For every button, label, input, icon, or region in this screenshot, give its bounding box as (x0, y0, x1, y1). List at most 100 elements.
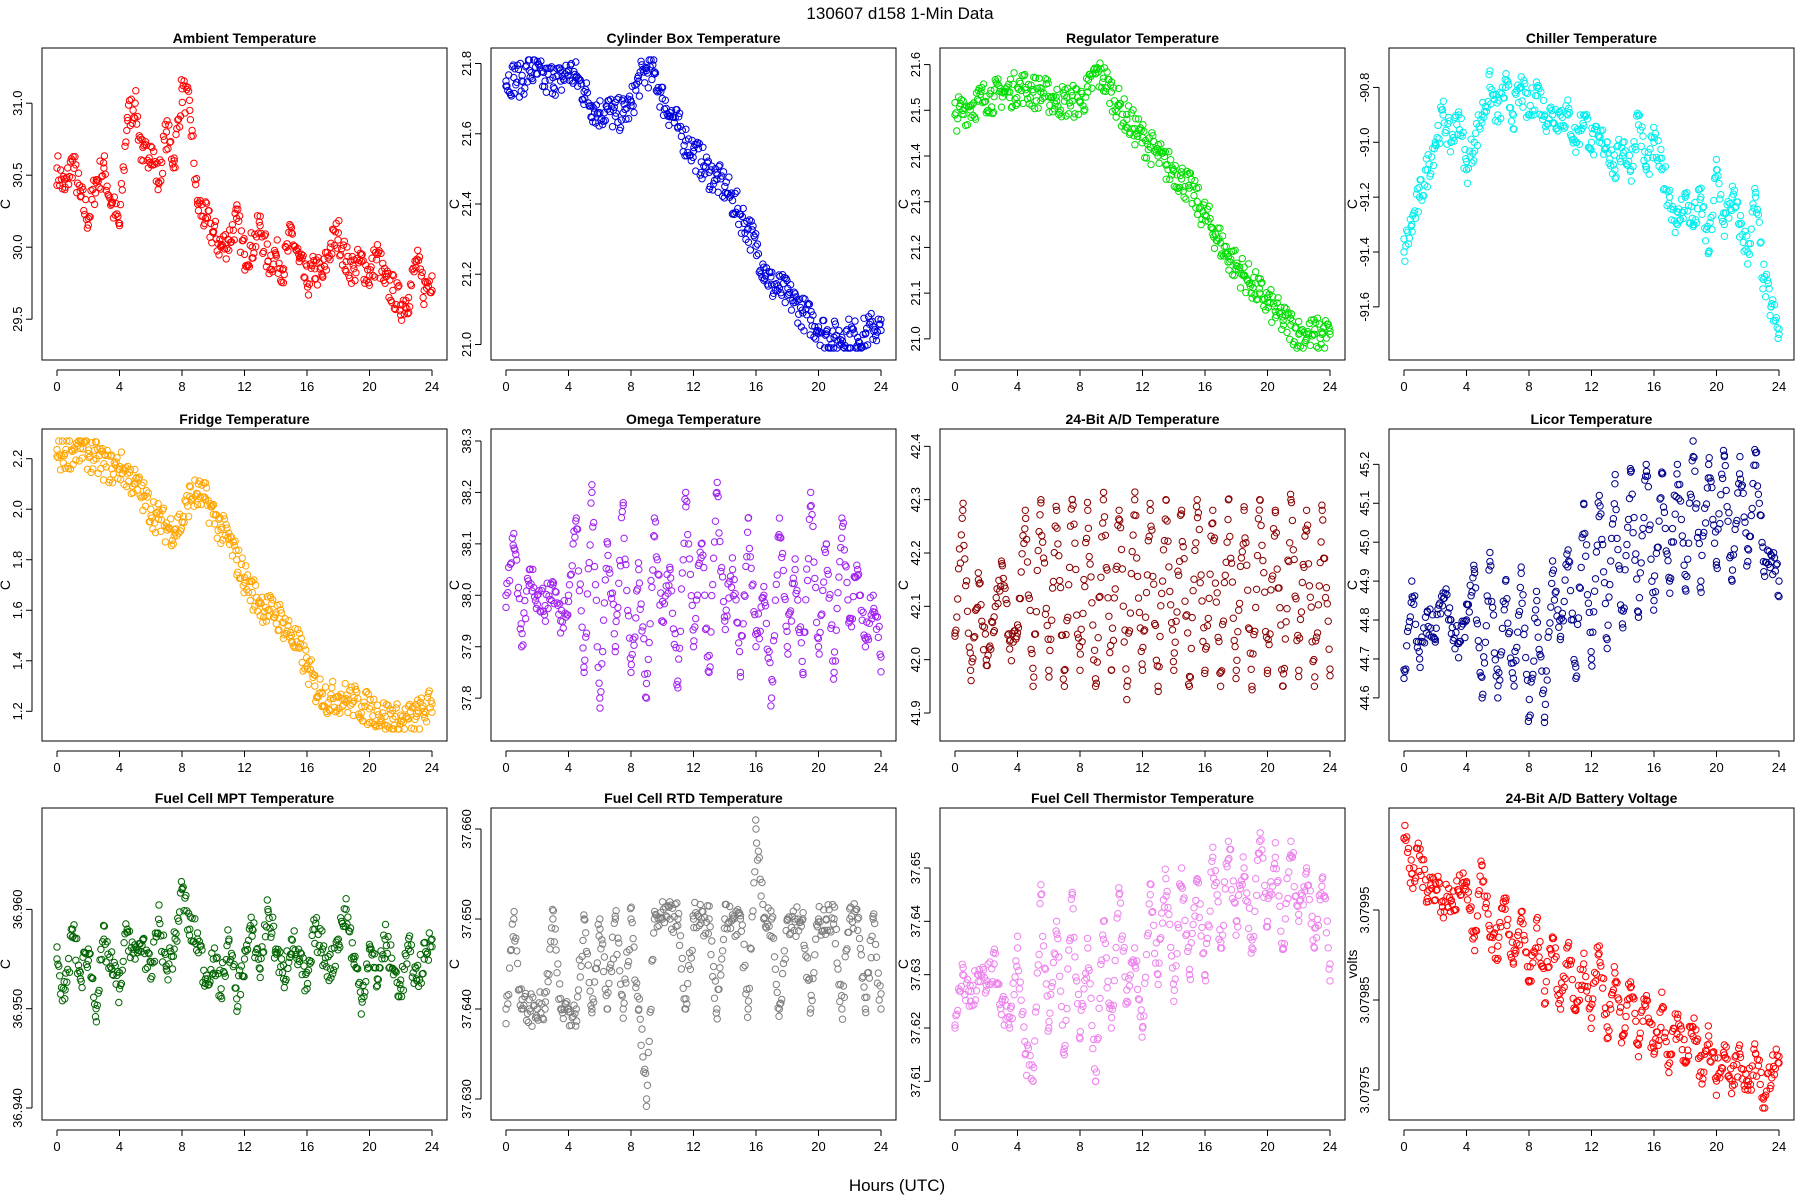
data-point-fill (644, 655, 652, 664)
y-tick-label: 41.9 (908, 700, 923, 725)
data-point-fill (621, 105, 629, 114)
data-point-fill (567, 60, 575, 68)
data-point-fill (1692, 504, 1700, 512)
data-point-fill (1705, 247, 1713, 255)
data-point-fill (642, 64, 651, 73)
data-point (502, 1005, 510, 1013)
data-point-fill (1029, 664, 1037, 672)
data-point-fill (701, 591, 709, 599)
data-point-fill (789, 299, 797, 307)
data-point-fill (101, 170, 110, 178)
data-point-fill (1773, 560, 1781, 568)
data-point-fill (303, 979, 312, 988)
data-point-fill (307, 656, 315, 664)
data-point-fill (1026, 93, 1034, 102)
data-point-fill (615, 579, 623, 587)
data-point-fill (1586, 144, 1594, 153)
data-point-fill (1624, 161, 1632, 169)
data-point-fill (299, 251, 307, 260)
data-point-fill (1224, 515, 1232, 524)
data-point-fill (364, 963, 373, 971)
data-point-fill (1274, 294, 1282, 302)
data-point-fill (1720, 451, 1729, 459)
data-point-fill (1255, 285, 1264, 293)
data-point-fill (1039, 89, 1048, 97)
data-point-fill (1701, 519, 1710, 527)
data-point-fill (1244, 624, 1253, 632)
data-point-fill (990, 627, 999, 635)
data-point-fill (236, 990, 245, 999)
x-tick-label: 20 (1709, 760, 1723, 775)
data-point-fill (569, 540, 577, 548)
data-point-fill (408, 266, 416, 274)
data-point-fill (620, 534, 628, 542)
data-point-fill (1259, 556, 1267, 565)
data-point (1045, 666, 1053, 674)
data-point-fill (721, 625, 729, 634)
data-point-fill (1192, 539, 1200, 547)
data-point-fill (1585, 144, 1594, 152)
data-point-fill (1705, 454, 1713, 462)
data-point-fill (981, 97, 990, 106)
data-point (248, 588, 257, 597)
data-point-fill (185, 96, 194, 105)
data-point-fill (1535, 645, 1543, 654)
data-point-fill (249, 254, 257, 262)
x-axis: 0 4 8 12 16 20 24 (951, 369, 1337, 394)
data-point-fill (348, 939, 356, 947)
data-point-fill (245, 925, 254, 933)
data-point-fill (1497, 651, 1505, 659)
data-point-fill (185, 482, 194, 490)
data-point-fill (794, 596, 802, 604)
data-point-fill (133, 120, 141, 128)
data-point-fill (647, 56, 655, 64)
data-point-fill (240, 234, 248, 243)
x-tick-label: 8 (627, 760, 634, 775)
data-point (1076, 666, 1084, 674)
data-point-fill (708, 937, 716, 945)
data-point-fill (1639, 524, 1647, 533)
data-point-fill (1439, 97, 1448, 106)
data-point-fill (640, 635, 648, 643)
data-point-fill (1431, 638, 1440, 646)
data-point-fill (1066, 102, 1075, 110)
data-point-fill (347, 954, 356, 962)
data-point-fill (202, 484, 211, 492)
data-point-fill (779, 959, 788, 968)
data-point-fill (223, 244, 231, 253)
data-point-fill (203, 213, 212, 222)
data-point-fill (1642, 163, 1651, 171)
data-point-fill (1592, 122, 1601, 131)
data-point-fill (1737, 219, 1746, 228)
data-point-fill (1043, 76, 1051, 84)
data-point (697, 540, 705, 548)
data-point-fill (1596, 502, 1604, 510)
data-point-fill (1687, 493, 1696, 501)
data-point-fill (802, 952, 810, 960)
data-point-fill (667, 574, 675, 582)
data-point-fill (1510, 125, 1518, 134)
data-point-fill (1156, 632, 1164, 641)
data-point-fill (624, 612, 633, 620)
data-point-fill (192, 174, 201, 183)
data-point-fill (1694, 528, 1703, 537)
data-point-fill (723, 612, 731, 620)
data-point-fill (748, 582, 756, 590)
data-point-fill (232, 984, 240, 992)
y-tick-label: -91.0 (1357, 127, 1372, 157)
data-point-fill (273, 236, 281, 244)
data-point-fill (282, 243, 290, 252)
data-point-fill (165, 121, 173, 129)
data-point-fill (1727, 551, 1735, 560)
data-point (596, 694, 604, 702)
data-point-fill (360, 698, 368, 706)
data-point-fill (807, 991, 815, 1000)
data-point-fill (414, 256, 423, 265)
data-point-fill (809, 522, 817, 531)
data-point-fill (1744, 545, 1752, 553)
data-point-fill (643, 69, 652, 77)
data-point-fill (630, 641, 638, 649)
data-point-fill (397, 316, 406, 324)
data-point-fill (178, 884, 187, 893)
data-point (502, 77, 510, 85)
